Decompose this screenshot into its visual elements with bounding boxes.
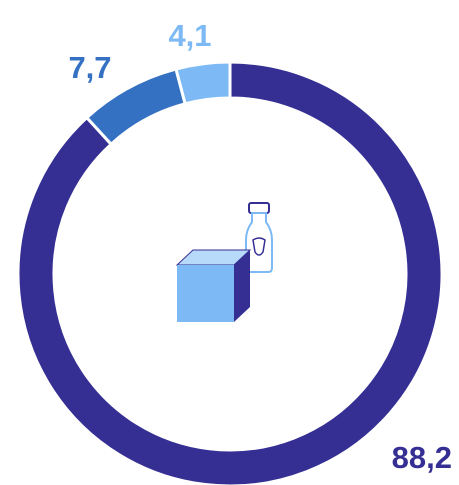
cube-side [234,250,250,322]
icons [175,202,273,322]
cube-front [177,265,234,322]
value-label: 88,2 [392,440,452,475]
bottle [245,212,273,273]
bottle-cap [248,202,270,214]
value-label: 4,1 [168,18,211,53]
donut-segment [174,60,232,106]
donut-segment [16,60,444,485]
value-label: 7,7 [68,50,111,85]
cow [252,237,266,256]
